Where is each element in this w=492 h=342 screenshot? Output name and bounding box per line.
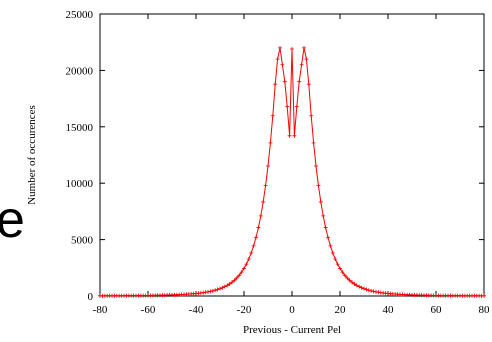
data-point: [482, 293, 486, 298]
data-point: [290, 46, 294, 51]
data-point: [266, 163, 270, 168]
data-point: [316, 183, 321, 188]
data-point: [287, 133, 292, 138]
data-point: [369, 288, 374, 293]
y-tick-label: 10000: [66, 178, 94, 190]
data-point: [309, 113, 314, 118]
data-point: [345, 275, 350, 280]
data-point: [330, 250, 335, 255]
x-axis-label: Previous - Current Pel: [243, 324, 341, 336]
data-point: [318, 199, 323, 204]
data-point: [357, 284, 362, 289]
data-point: [297, 79, 302, 84]
data-point: [230, 280, 234, 285]
y-axis-label: Number of occurences: [26, 105, 38, 205]
data-point: [206, 289, 210, 294]
data-point: [285, 104, 290, 109]
data-point: [268, 140, 273, 145]
data-point: [306, 82, 311, 87]
data-point: [352, 281, 357, 286]
x-tick-label: -20: [237, 304, 252, 316]
data-point: [304, 57, 309, 62]
data-point: [314, 163, 318, 168]
data-point: [282, 79, 287, 84]
data-point: [254, 235, 258, 240]
data-point: [227, 281, 232, 286]
data-point: [249, 250, 254, 255]
series-line: [99, 47, 485, 297]
data-point: [350, 280, 354, 285]
x-tick-label: 60: [431, 304, 443, 316]
data-point: [251, 243, 256, 248]
series-group: [98, 45, 486, 298]
data-point: [258, 213, 263, 218]
x-tick-label: -60: [141, 304, 156, 316]
data-point: [366, 288, 371, 293]
data-point: [256, 225, 261, 230]
data-point: [323, 225, 328, 230]
x-tick-label: 40: [383, 304, 395, 316]
data-point: [246, 256, 251, 261]
data-point: [220, 285, 225, 290]
data-point: [364, 287, 369, 292]
data-point: [299, 62, 304, 67]
x-tick-label: -40: [189, 304, 204, 316]
data-point: [242, 266, 246, 271]
data-point: [263, 183, 268, 188]
data-point: [218, 286, 222, 291]
data-point: [232, 278, 237, 283]
data-point: [261, 199, 266, 204]
data-point: [328, 243, 333, 248]
data-point: [203, 290, 208, 295]
side-text-fragment: e: [0, 191, 25, 249]
data-point: [342, 273, 347, 278]
data-point: [237, 273, 242, 278]
data-point: [311, 140, 316, 145]
data-point: [215, 287, 220, 292]
y-tick-label: 5000: [71, 235, 94, 247]
data-point: [347, 278, 352, 283]
data-point: [292, 133, 297, 138]
axis-tick-labels: -80 -60 -40 -20 0 20 40 60 80 0 5000 10000 15000 2000…: [66, 9, 491, 316]
data-point: [294, 104, 299, 109]
data-point: [362, 286, 366, 291]
data-point: [354, 283, 359, 288]
data-point: [335, 262, 340, 267]
data-point: [340, 270, 345, 275]
y-tick-label: 15000: [66, 122, 94, 134]
x-tick-label: 0: [289, 304, 295, 316]
data-point: [213, 288, 218, 293]
data-point: [239, 270, 244, 275]
data-point: [225, 283, 230, 288]
data-point: [222, 284, 227, 289]
data-point: [321, 213, 326, 218]
data-point: [326, 235, 330, 240]
x-tick-label: -80: [93, 304, 108, 316]
x-tick-label: 80: [479, 304, 491, 316]
x-tick-label: 20: [335, 304, 347, 316]
data-point: [359, 285, 364, 290]
data-point: [278, 45, 282, 50]
y-tick-label: 25000: [66, 9, 94, 21]
data-point: [208, 289, 213, 294]
data-point: [280, 62, 285, 67]
y-tick-label: 0: [88, 291, 94, 303]
data-point: [333, 256, 338, 261]
data-point: [275, 57, 280, 62]
data-point: [234, 275, 239, 280]
data-point: [302, 45, 306, 50]
y-tick-label: 20000: [66, 65, 94, 77]
data-point: [371, 289, 376, 294]
data-point: [374, 289, 378, 294]
data-point: [273, 82, 278, 87]
data-point: [338, 266, 342, 271]
data-point: [270, 113, 275, 118]
data-point: [210, 288, 215, 293]
data-point: [244, 262, 249, 267]
